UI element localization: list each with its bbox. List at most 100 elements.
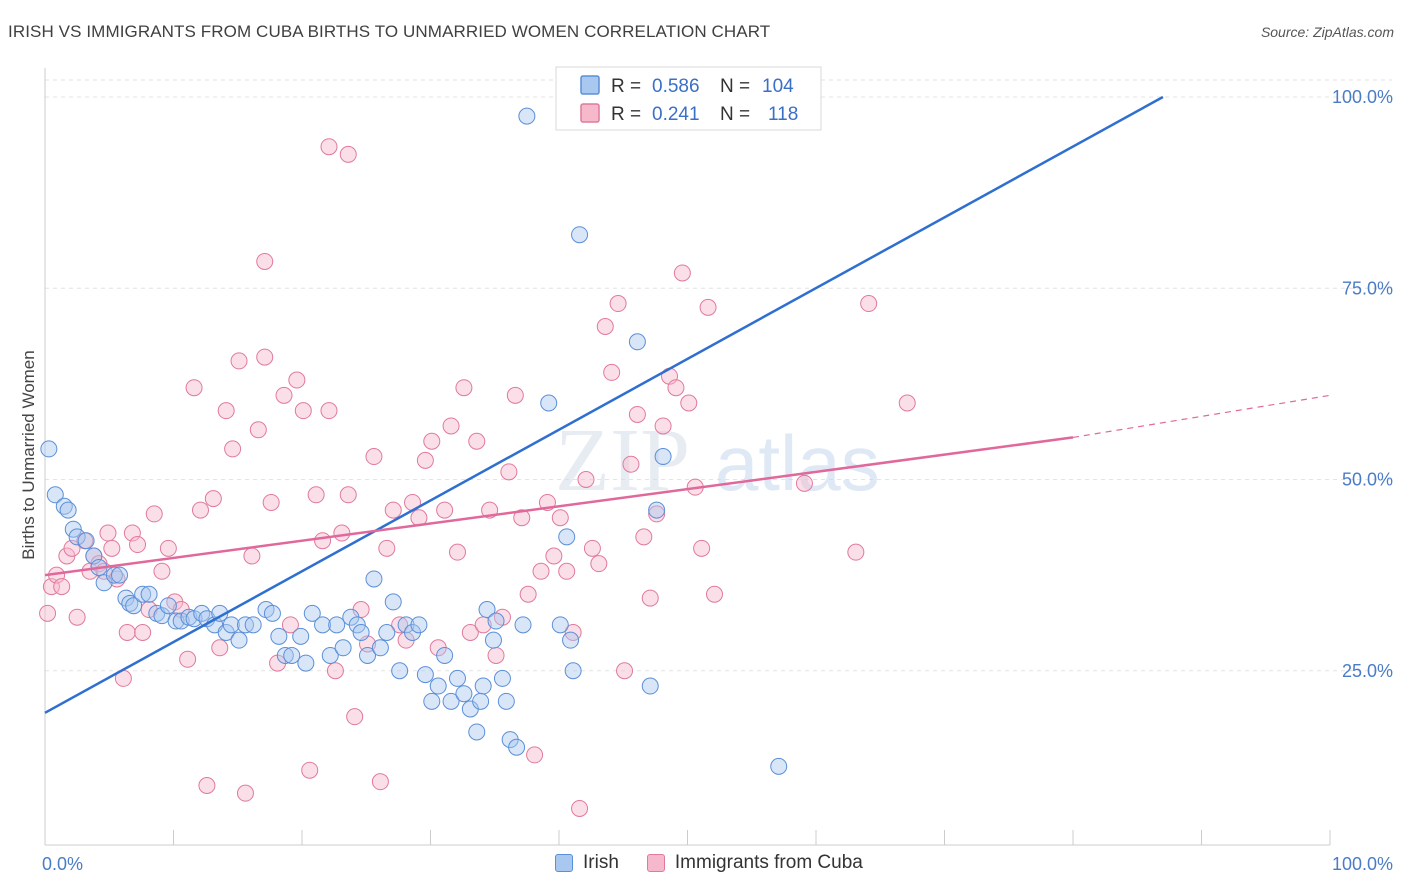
cuba-point [39, 604, 57, 622]
irish-point [348, 616, 366, 634]
irish-point [628, 333, 646, 351]
irish-point [436, 646, 454, 664]
legend-r-value-cuba: 0.241 [652, 104, 700, 125]
cuba-point [230, 352, 248, 370]
irish-point [40, 440, 58, 458]
cuba-point [532, 562, 550, 580]
cuba-point [583, 539, 601, 557]
irish-point [540, 394, 558, 412]
cuba-point [680, 394, 698, 412]
cuba-point [448, 543, 466, 561]
irish-point [484, 631, 502, 649]
cuba-point [346, 708, 364, 726]
irish-point [423, 692, 441, 710]
irish-points [40, 107, 788, 775]
cuba-point [693, 539, 711, 557]
irish-point [487, 612, 505, 630]
cuba-trend-line [44, 436, 1074, 577]
cuba-point [53, 578, 71, 596]
cuba-point [365, 448, 383, 466]
irish-point [105, 566, 123, 584]
irish-point [359, 646, 377, 664]
cuba-point [622, 455, 640, 473]
cuba-point [513, 509, 531, 527]
irish-point [410, 616, 428, 634]
grid-lines [45, 79, 1392, 672]
cuba-point [179, 650, 197, 668]
irish-point [558, 528, 576, 546]
legend-n-label-irish: N = [720, 76, 750, 97]
cuba-point [326, 662, 344, 680]
x-tick-label: 0.0% [42, 854, 83, 874]
cuba-point [519, 585, 537, 603]
legend-label-irish: Irish [583, 852, 619, 873]
cuba-point [118, 624, 136, 641]
cuba-point [294, 402, 312, 420]
irish-point [134, 585, 152, 603]
irish-point [551, 616, 569, 634]
irish-point [297, 654, 315, 672]
irish-point [46, 486, 64, 504]
cuba-point [236, 784, 254, 802]
x-tick-label: 100.0% [1332, 854, 1393, 874]
cuba-point [129, 536, 147, 554]
cuba-point [577, 471, 595, 488]
cuba-point [603, 363, 621, 381]
y-tick-label: 25.0% [1342, 661, 1393, 681]
cuba-point [545, 547, 563, 565]
irish-point [384, 593, 402, 611]
cuba-point [596, 318, 614, 335]
cuba-point [436, 501, 454, 519]
cuba-point [487, 646, 505, 664]
cuba-point [455, 379, 473, 397]
cuba-point [442, 417, 460, 435]
irish-trend-line [44, 95, 1164, 714]
irish-point [378, 624, 396, 641]
cuba-point [673, 264, 691, 282]
cuba-point [103, 539, 121, 557]
cuba-point [795, 474, 813, 492]
irish-point [193, 604, 211, 622]
cuba-point [628, 405, 646, 423]
cuba-points [39, 138, 916, 817]
cuba-point [378, 539, 396, 557]
cuba-point [217, 402, 235, 420]
x-tick-labels: 0.0% 100.0% [42, 854, 1393, 874]
y-tick-label: 100.0% [1332, 87, 1393, 107]
cuba-point [185, 379, 203, 397]
legend-r-value-irish: 0.586 [652, 76, 700, 97]
source-label: Source: ZipAtlas.com [1260, 24, 1394, 40]
cuba-point [558, 562, 576, 580]
irish-point [472, 692, 490, 710]
cuba-point [68, 608, 86, 626]
irish-point [276, 646, 294, 664]
irish-point [159, 597, 177, 615]
cuba-point [667, 379, 685, 397]
legend-n-value-cuba: 118 [768, 104, 798, 125]
cuba-point [211, 639, 229, 657]
cuba-point [320, 138, 338, 156]
legend-r-label-irish: R = [611, 76, 641, 97]
cuba-point [333, 524, 351, 542]
legend-item-cuba[interactable]: Immigrants from Cuba [646, 852, 863, 874]
legend-r-label-cuba: R = [611, 104, 641, 125]
cuba-point [847, 543, 865, 561]
irish-point [321, 646, 339, 664]
cuba-point [339, 486, 357, 504]
cuba-point [191, 501, 209, 519]
cuba-point [416, 451, 434, 469]
cuba-point [198, 777, 216, 794]
irish-point [518, 107, 536, 125]
irish-point [654, 448, 672, 466]
irish-point [140, 585, 158, 603]
irish-point [334, 639, 352, 657]
irish-point [429, 677, 447, 695]
cuba-point [635, 528, 653, 546]
cuba-point [551, 509, 569, 527]
cuba-point [705, 585, 723, 603]
irish-point [493, 669, 511, 687]
legend-item-irish[interactable]: Irish [555, 852, 619, 874]
cuba-point [134, 624, 152, 641]
y-tick-labels: 100.0% 75.0% 50.0% 25.0% [1332, 87, 1393, 681]
cuba-point [648, 505, 666, 523]
